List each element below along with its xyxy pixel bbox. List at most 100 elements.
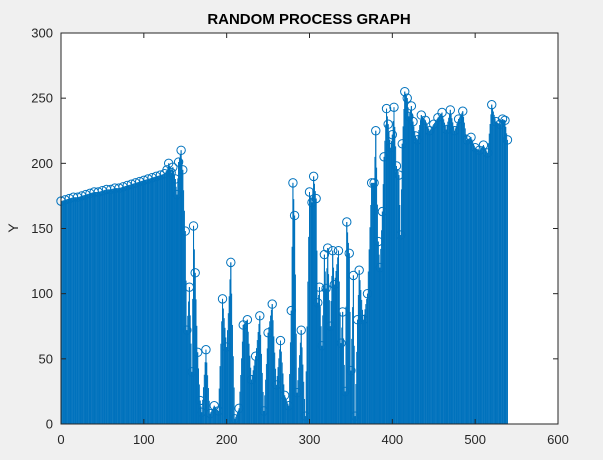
stem-marker	[172, 189, 182, 200]
y-tick-label: 250	[31, 91, 53, 106]
stem-marker	[329, 279, 340, 290]
x-tick-label: 300	[299, 432, 321, 447]
stem-marker	[190, 268, 200, 278]
stem-marker	[259, 406, 269, 416]
stem-marker	[126, 179, 137, 189]
stem-marker	[381, 103, 392, 114]
stem-marker	[466, 132, 476, 142]
stem-marker	[77, 191, 87, 201]
stem-marker	[321, 283, 331, 294]
stem-marker	[500, 115, 510, 126]
stem-marker	[263, 328, 273, 338]
stem-marker	[348, 270, 359, 281]
stem-marker	[300, 411, 311, 421]
stem-marker	[502, 135, 513, 145]
stem-marker	[340, 386, 350, 397]
stem-marker	[122, 180, 132, 191]
stem-marker	[391, 161, 402, 171]
stem-marker	[221, 342, 232, 352]
stem-marker	[188, 221, 199, 231]
y-tick-label: 150	[31, 221, 53, 236]
stem-marker	[366, 178, 377, 188]
stem-marker	[289, 210, 300, 221]
stem-marker	[213, 406, 224, 416]
stem-marker	[176, 145, 186, 156]
x-tick-label: 400	[381, 432, 403, 447]
stem-marker	[429, 119, 439, 129]
stem-marker	[195, 395, 205, 406]
stem-marker	[478, 140, 489, 150]
stem-marker	[369, 178, 379, 188]
stem-marker	[337, 307, 348, 317]
stem-marker	[389, 102, 399, 112]
stem-marker	[336, 338, 346, 348]
stem-marker	[93, 187, 103, 197]
stem-marker	[139, 175, 149, 185]
x-axis-label: N	[304, 457, 314, 460]
stem-marker	[166, 167, 176, 178]
stem-marker	[482, 148, 493, 158]
stem-marker	[327, 245, 338, 256]
stem-marker	[406, 101, 417, 111]
stem-marker	[424, 126, 435, 136]
stem-marker	[387, 129, 398, 140]
stem-marker	[155, 170, 166, 180]
stem-marker	[453, 114, 464, 124]
stem-marker	[184, 282, 195, 292]
stem-marker	[304, 187, 315, 197]
stem-marker	[296, 325, 306, 335]
x-tick-label: 200	[216, 432, 238, 447]
stem-marker	[217, 294, 228, 304]
stem-marker	[178, 165, 188, 175]
y-tick-label: 200	[31, 156, 53, 171]
stem-marker	[354, 265, 364, 275]
stem-marker	[118, 182, 128, 192]
stem-marker	[373, 236, 383, 247]
stem-marker	[383, 119, 393, 129]
stem-marker	[192, 347, 203, 358]
stem-marker	[180, 226, 190, 236]
stem-marker	[187, 367, 197, 377]
stem-marker	[255, 311, 265, 321]
stem-marker	[377, 206, 388, 217]
stem-marker	[288, 178, 298, 188]
stem-marker	[420, 115, 431, 126]
stem-marker	[130, 178, 141, 188]
stem-marker	[394, 170, 404, 180]
stem-marker	[344, 248, 354, 258]
stem-marker	[271, 380, 282, 390]
stem-marker	[292, 388, 302, 398]
stem-markers-group	[56, 86, 513, 424]
stem-marker	[201, 345, 211, 355]
y-tick-label: 0	[46, 417, 53, 432]
x-tick-label: 600	[547, 432, 569, 447]
stem-marker	[81, 189, 91, 200]
stem-marker	[358, 315, 369, 325]
stem-marker	[250, 351, 261, 361]
stem-marker	[333, 245, 344, 256]
y-tick-label: 300	[31, 26, 53, 41]
stem-marker	[458, 106, 468, 116]
stem-marker	[400, 86, 410, 97]
x-tick-label: 500	[464, 432, 486, 447]
stem-marker	[226, 257, 236, 268]
stem-marker	[375, 262, 385, 273]
stem-marker	[143, 174, 153, 184]
stem-marker	[205, 408, 215, 419]
stem-marker	[170, 174, 181, 184]
stem-marker	[346, 365, 356, 376]
stem-marker	[397, 139, 407, 149]
stem-marker	[173, 157, 184, 167]
stem-marker	[279, 390, 290, 401]
stem-marker	[402, 93, 412, 103]
stem-marker	[342, 217, 352, 227]
stem-marker	[487, 99, 497, 110]
stem-marker	[445, 105, 456, 115]
stem-marker	[325, 321, 335, 331]
stem-marker	[437, 107, 447, 118]
stem-marker	[371, 126, 381, 136]
y-tick-label: 50	[39, 351, 53, 366]
stem-marker	[311, 193, 321, 204]
